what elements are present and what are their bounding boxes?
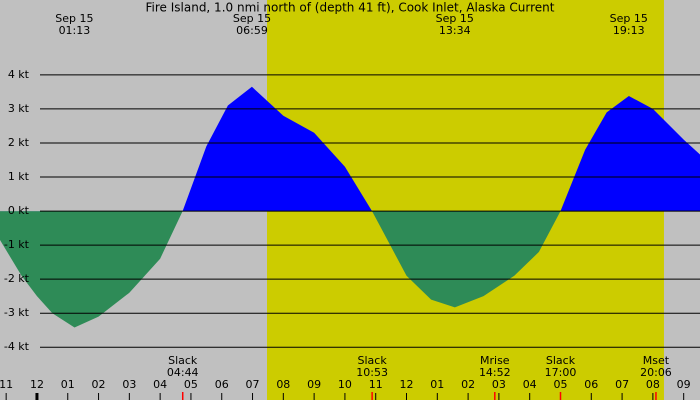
x-tick-label: 02 bbox=[92, 378, 106, 391]
y-tick-label: 0 kt bbox=[8, 204, 30, 217]
y-tick-label: -2 kt bbox=[4, 272, 30, 285]
event-time: 04:44 bbox=[167, 366, 199, 379]
y-tick-label: 4 kt bbox=[8, 68, 30, 81]
x-tick-label: 04 bbox=[523, 378, 537, 391]
x-tick-label: 05 bbox=[553, 378, 567, 391]
peak-date: Sep 15 bbox=[436, 12, 474, 25]
y-tick-label: 3 kt bbox=[8, 102, 30, 115]
x-tick-label: 03 bbox=[492, 378, 506, 391]
event-name: Mset bbox=[643, 354, 670, 367]
event-name: Slack bbox=[546, 354, 576, 367]
x-tick-label: 10 bbox=[338, 378, 352, 391]
event-time: 20:06 bbox=[640, 366, 672, 379]
x-tick-label: 09 bbox=[677, 378, 691, 391]
x-tick-label: 07 bbox=[615, 378, 629, 391]
ebb-area bbox=[0, 211, 700, 328]
y-tick-label: -3 kt bbox=[4, 306, 30, 319]
chart-title: Fire Island, 1.0 nmi north of (depth 41 … bbox=[146, 1, 555, 15]
event-name: Slack bbox=[358, 354, 388, 367]
x-tick-label: 08 bbox=[276, 378, 290, 391]
x-tick-label: 06 bbox=[215, 378, 229, 391]
y-tick-label: -1 kt bbox=[4, 238, 30, 251]
event-name: Slack bbox=[168, 354, 198, 367]
peak-time: 19:13 bbox=[613, 24, 645, 37]
event-name: Mrise bbox=[480, 354, 510, 367]
event-time: 10:53 bbox=[356, 366, 388, 379]
x-tick-label: 04 bbox=[153, 378, 167, 391]
x-tick-label: 01 bbox=[430, 378, 444, 391]
x-tick-label: 11 bbox=[369, 378, 383, 391]
x-tick-label: 06 bbox=[584, 378, 598, 391]
peak-time: 01:13 bbox=[59, 24, 91, 37]
x-tick-label: 01 bbox=[61, 378, 75, 391]
y-tick-label: -4 kt bbox=[4, 340, 30, 353]
y-tick-label: 2 kt bbox=[8, 136, 30, 149]
x-tick-label: 02 bbox=[461, 378, 475, 391]
x-tick-label: 09 bbox=[307, 378, 321, 391]
x-tick-label: 03 bbox=[122, 378, 136, 391]
x-tick-label: 11 bbox=[0, 378, 13, 391]
peak-time: 06:59 bbox=[236, 24, 268, 37]
event-time: 17:00 bbox=[545, 366, 577, 379]
y-tick-label: 1 kt bbox=[8, 170, 30, 183]
peak-time: 13:34 bbox=[439, 24, 471, 37]
x-tick-label: 08 bbox=[646, 378, 660, 391]
peak-date: Sep 15 bbox=[55, 12, 93, 25]
peak-date: Sep 15 bbox=[233, 12, 271, 25]
x-tick-label: 12 bbox=[400, 378, 414, 391]
event-time: 14:52 bbox=[479, 366, 511, 379]
flood-area bbox=[182, 86, 700, 212]
peak-date: Sep 15 bbox=[610, 12, 648, 25]
x-tick-label: 12 bbox=[30, 378, 44, 391]
x-tick-label: 05 bbox=[184, 378, 198, 391]
x-tick-label: 07 bbox=[246, 378, 260, 391]
